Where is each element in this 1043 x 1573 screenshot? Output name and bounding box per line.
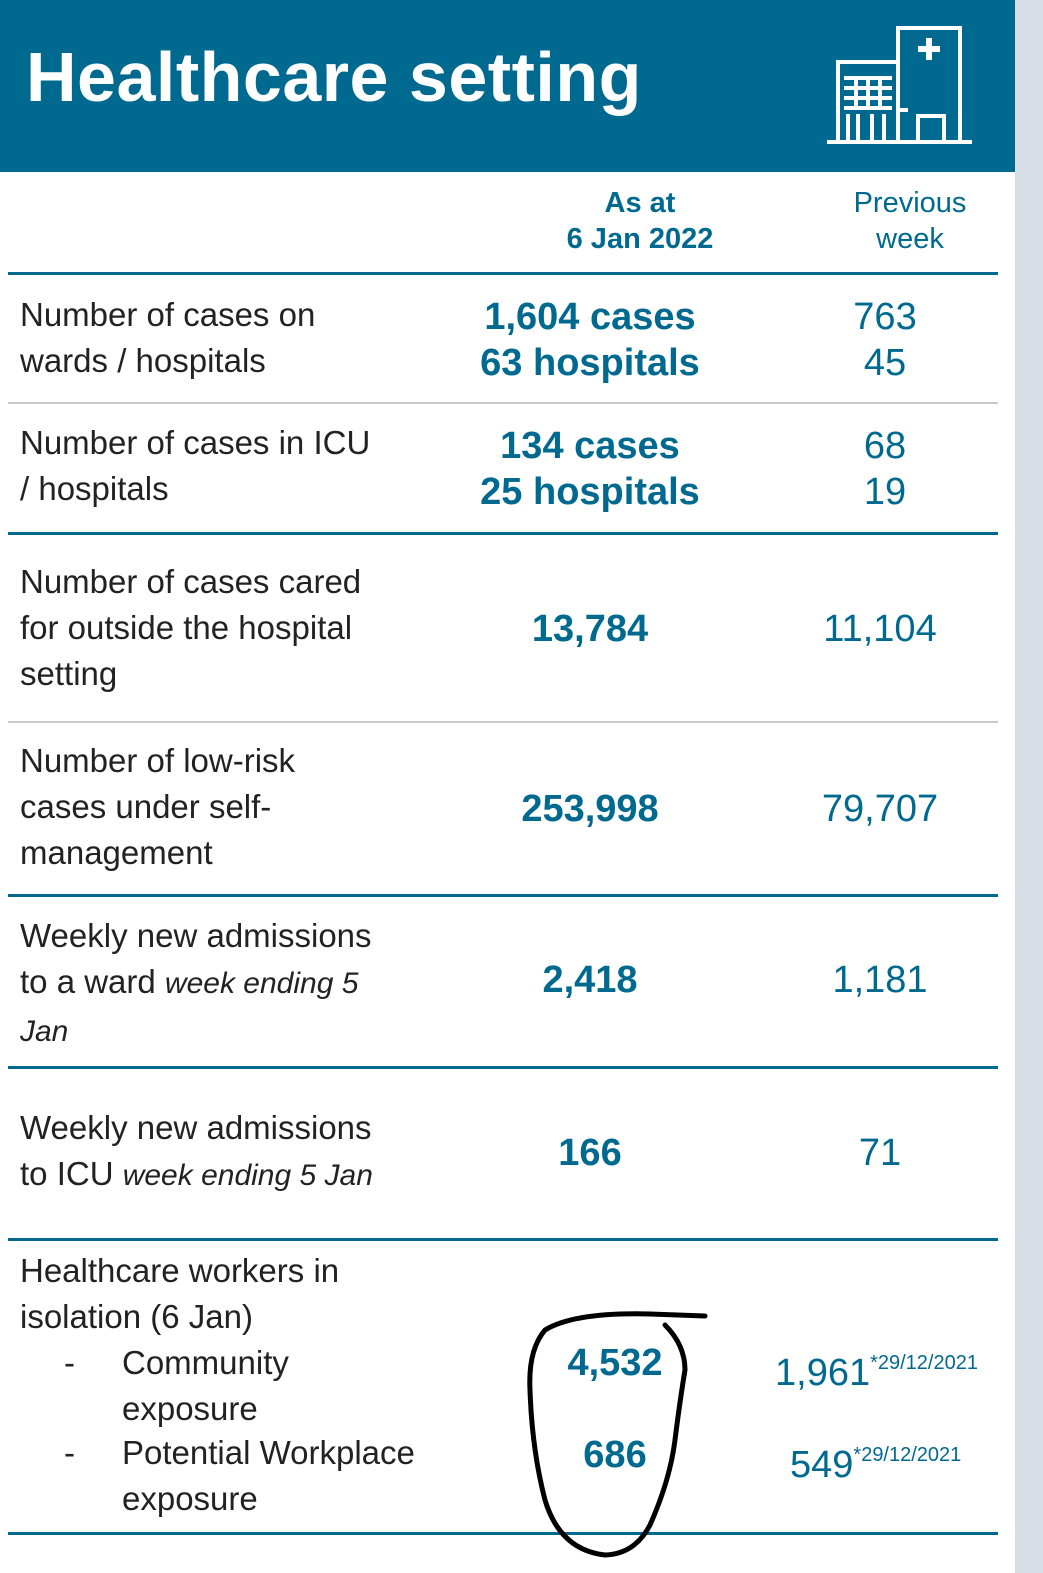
hospital-icon [827,26,972,144]
divider [8,1238,998,1241]
previous-value-icu-cases: 68 19 [863,425,907,513]
current-value-community-exposure: 4,532 [567,1342,663,1384]
row-label-workers-isolation: Healthcare workers in isolation (6 Jan) [20,1252,340,1335]
row-label-self-management: Number of low-risk cases under self- man… [20,742,296,871]
row-label-icu-cases: Number of cases in ICU / hospitals [20,424,371,507]
column-header-previous: Previous week [853,187,967,255]
divider [8,721,998,723]
current-value-ward-cases: 1,604 cases 63 hospitals [480,296,700,384]
divider [8,894,998,897]
row-label-outside-hospital: Number of cases cared for outside the ho… [20,563,362,692]
previous-value-outside-hospital: 11,104 [823,608,937,650]
header-banner: Healthcare setting [0,0,1015,172]
healthcare-setting-card: Healthcare setting [0,0,1015,1573]
divider [8,402,998,404]
previous-value-icu-admissions: 71 [858,1132,902,1174]
item-label-community-exposure: Community exposure [122,1344,289,1427]
hand-drawn-circle-annotation [527,1311,708,1558]
row-label-ward-admissions: Weekly new admissions to a ward week end… [20,917,372,1048]
list-bullet: - [64,1344,75,1381]
current-value-icu-admissions: 166 [558,1132,622,1174]
current-value-ward-admissions: 2,418 [542,959,638,1001]
divider [8,1066,998,1069]
list-bullet: - [64,1434,75,1471]
divider [8,272,998,275]
previous-value-community-exposure: 1,961*29/12/2021 [775,1352,978,1394]
item-label-workplace-exposure: Potential Workplace exposure [122,1434,415,1517]
divider [8,1532,998,1535]
page-title: Healthcare setting [26,38,642,116]
current-value-self-management: 253,998 [521,788,659,830]
row-label-ward-cases: Number of cases on wards / hospitals [20,296,316,379]
row-label-icu-admissions: Weekly new admissions to ICU week ending… [20,1109,373,1192]
previous-value-ward-admissions: 1,181 [832,959,928,1001]
current-value-outside-hospital: 13,784 [531,608,649,650]
current-value-icu-cases: 134 cases 25 hospitals [480,425,700,513]
previous-value-ward-cases: 763 45 [853,296,917,384]
column-header-current: As at 6 Jan 2022 [566,187,714,255]
current-value-workplace-exposure: 686 [583,1434,647,1476]
divider [8,532,998,535]
previous-value-workplace-exposure: 549*29/12/2021 [790,1444,962,1486]
previous-value-self-management: 79,707 [821,788,939,830]
